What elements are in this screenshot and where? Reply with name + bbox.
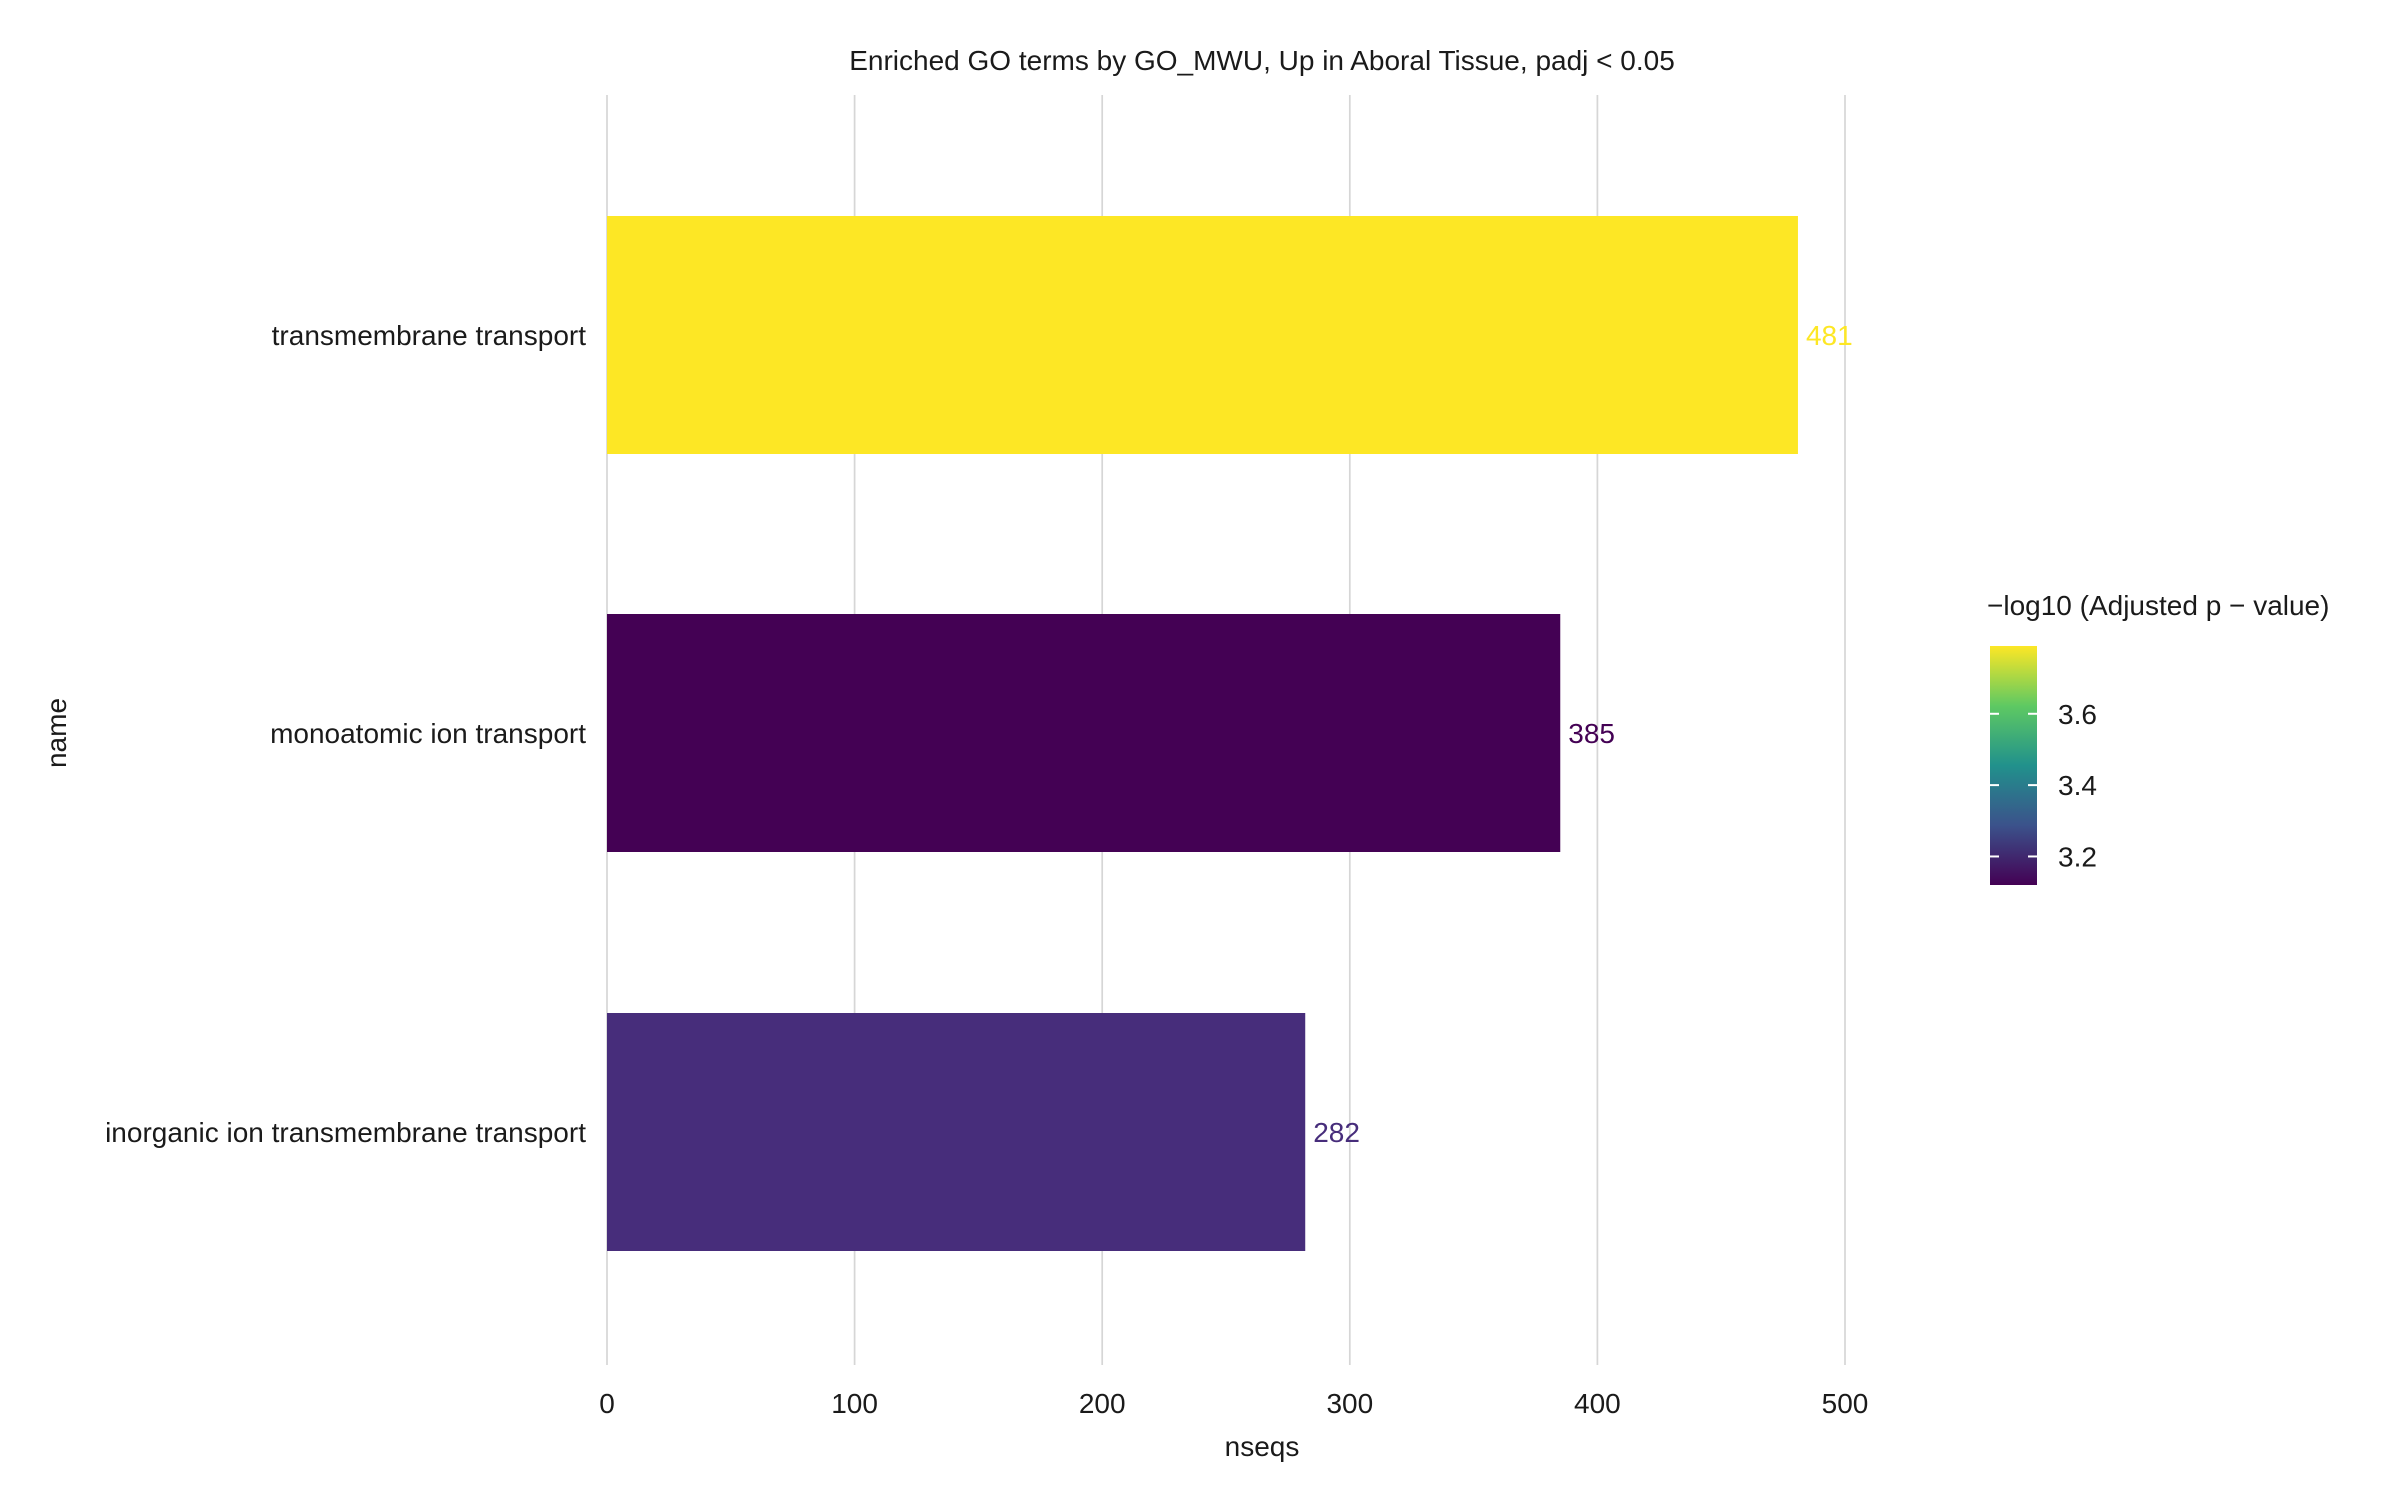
y-axis-categories: transmembrane transport monoatomic ion tr… <box>105 320 586 1148</box>
legend-title: −log10 (Adjusted p − value) <box>1987 590 2329 621</box>
chart-title: Enriched GO terms by GO_MWU, Up in Abora… <box>849 45 1675 76</box>
y-category-label: transmembrane transport <box>272 320 587 351</box>
bar-value-label: 385 <box>1568 718 1615 749</box>
x-tick-label: 500 <box>1822 1388 1869 1419</box>
y-category-label: monoatomic ion transport <box>270 718 586 749</box>
bar-value-label: 481 <box>1806 320 1853 351</box>
x-tick-label: 0 <box>599 1388 615 1419</box>
bars <box>607 216 1798 1251</box>
x-axis-ticks: 0 100 200 300 400 500 <box>599 1388 1868 1419</box>
x-tick-label: 300 <box>1326 1388 1373 1419</box>
color-legend: −log10 (Adjusted p − value) 3.2 3.4 3.6 <box>1987 590 2329 885</box>
x-tick-label: 200 <box>1079 1388 1126 1419</box>
x-tick-label: 400 <box>1574 1388 1621 1419</box>
y-category-label: inorganic ion transmembrane transport <box>105 1117 586 1148</box>
bar <box>607 1013 1306 1251</box>
x-axis-label: nseqs <box>1225 1431 1300 1462</box>
y-axis-label: name <box>41 698 72 768</box>
legend-tick-label: 3.2 <box>2058 841 2097 872</box>
legend-colorbar <box>1990 646 2037 885</box>
bar <box>607 216 1798 454</box>
legend-ticks: 3.2 3.4 3.6 <box>1990 699 2097 872</box>
legend-tick-label: 3.6 <box>2058 699 2097 730</box>
bar-value-label: 282 <box>1313 1117 1360 1148</box>
data-labels: 481 385 282 <box>1313 320 1852 1148</box>
bar <box>607 614 1561 852</box>
x-tick-label: 100 <box>831 1388 878 1419</box>
legend-tick-label: 3.4 <box>2058 770 2097 801</box>
